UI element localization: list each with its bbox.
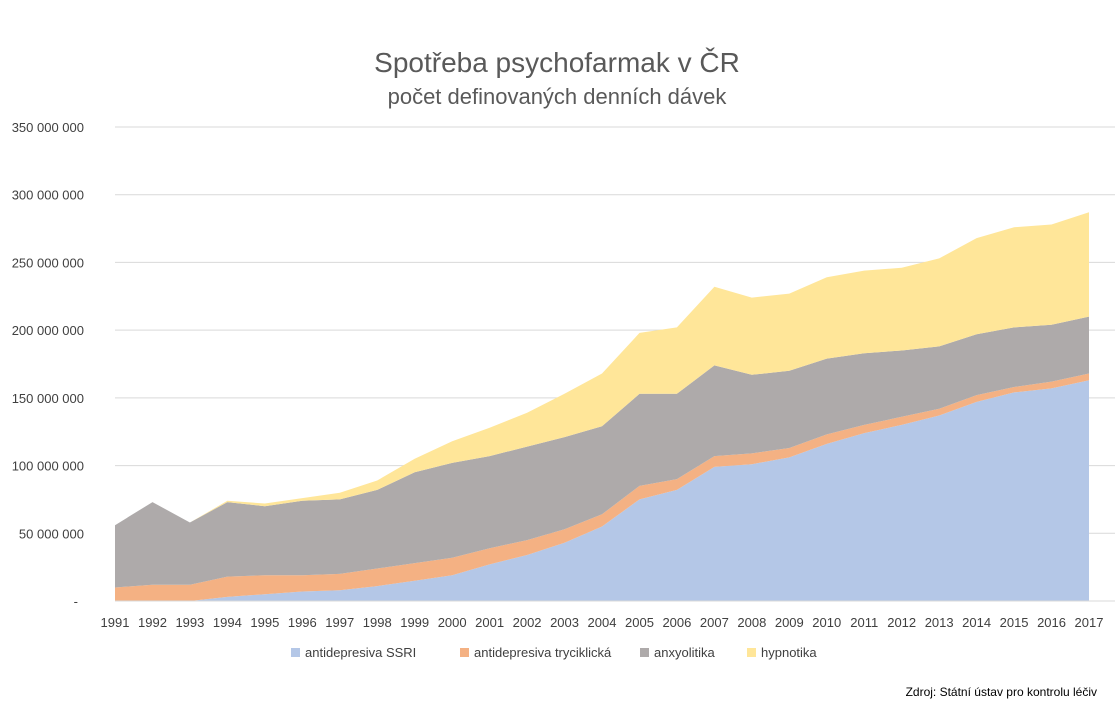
x-tick-label: 2007 xyxy=(700,615,729,630)
x-tick-label: 2013 xyxy=(925,615,954,630)
x-tick-label: 2008 xyxy=(737,615,766,630)
x-tick-label: 2009 xyxy=(775,615,804,630)
x-tick-label: 2010 xyxy=(812,615,841,630)
y-tick-label: 300 000 000 xyxy=(12,188,84,203)
x-tick-label: 1997 xyxy=(325,615,354,630)
x-tick-label: 1998 xyxy=(363,615,392,630)
x-tick-label: 2012 xyxy=(887,615,916,630)
y-tick-label: 200 000 000 xyxy=(12,323,84,338)
y-tick-label: 350 000 000 xyxy=(12,120,84,135)
x-tick-label: 1991 xyxy=(101,615,130,630)
x-tick-label: 2001 xyxy=(475,615,504,630)
y-tick-label: 250 000 000 xyxy=(12,255,84,270)
x-tick-label: 2002 xyxy=(513,615,542,630)
chart-title: Spotřeba psychofarmak v ČR xyxy=(374,47,740,78)
y-axis-ticks: - 50 000 000 100 000 000 150 000 000 200 000… xyxy=(12,120,84,609)
x-tick-label: 1999 xyxy=(400,615,429,630)
legend-swatch xyxy=(460,648,469,657)
y-tick-label: 50 000 000 xyxy=(19,526,84,541)
legend-swatch xyxy=(747,648,756,657)
areas xyxy=(115,212,1115,602)
legend: antidepresiva SSRI antidepresiva trycikli… xyxy=(291,645,817,660)
x-tick-label: 2005 xyxy=(625,615,654,630)
x-tick-label: 1994 xyxy=(213,615,242,630)
x-axis-ticks: 1991 1992 1993 1994 1995 1996 1997 1998 1999 2000… xyxy=(101,615,1104,630)
x-tick-label: 1993 xyxy=(175,615,204,630)
x-tick-label: 2015 xyxy=(1000,615,1029,630)
chart-subtitle: počet definovaných denních dávek xyxy=(388,84,728,109)
legend-swatch xyxy=(640,648,649,657)
legend-swatch xyxy=(291,648,300,657)
x-tick-label: 2016 xyxy=(1037,615,1066,630)
y-tick-label: 150 000 000 xyxy=(12,391,84,406)
area-series-2 xyxy=(115,316,1089,588)
x-tick-label: 2000 xyxy=(438,615,467,630)
x-tick-label: 1995 xyxy=(250,615,279,630)
legend-label: anxyolitika xyxy=(654,645,715,660)
area-series-3 xyxy=(115,212,1089,526)
y-tick-label: - xyxy=(74,594,78,609)
area-series-0 xyxy=(115,380,1089,601)
x-tick-label: 2011 xyxy=(850,615,878,630)
x-tick-label: 2003 xyxy=(550,615,579,630)
x-tick-label: 2004 xyxy=(588,615,617,630)
y-tick-label: 100 000 000 xyxy=(12,459,84,474)
legend-label: antidepresiva tryciklická xyxy=(474,645,612,660)
legend-label: antidepresiva SSRI xyxy=(305,645,416,660)
x-tick-label: 2014 xyxy=(962,615,991,630)
source-note: Zdroj: Státní ústav pro kontrolu léčiv xyxy=(906,685,1097,699)
x-tick-label: 2006 xyxy=(662,615,691,630)
legend-label: hypnotika xyxy=(761,645,817,660)
x-tick-label: 1996 xyxy=(288,615,317,630)
x-tick-label: 2017 xyxy=(1075,615,1104,630)
area-series-1 xyxy=(115,373,1089,601)
x-tick-label: 1992 xyxy=(138,615,167,630)
